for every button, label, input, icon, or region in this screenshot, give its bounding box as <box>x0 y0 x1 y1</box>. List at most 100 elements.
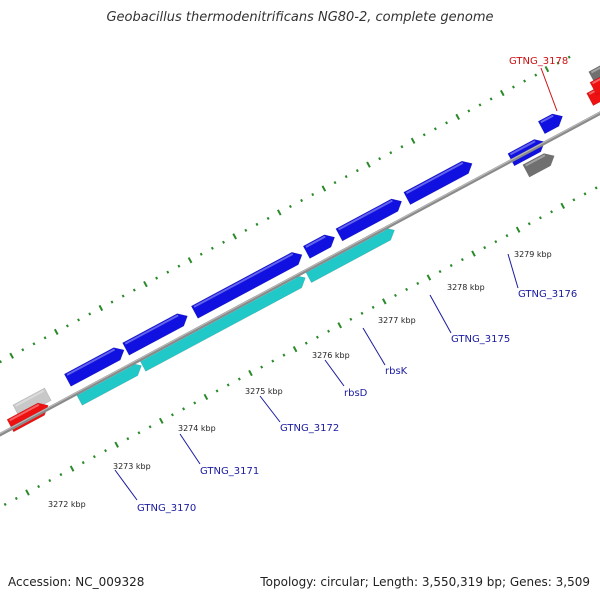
gene-blue[interactable] <box>302 234 336 259</box>
gene-labels: GTNG_3170 GTNG_3171 GTNG_3172 rbsD rbsK GTNG_… <box>114 56 577 514</box>
gene-label[interactable]: GTNG_3171 <box>200 466 259 477</box>
gene-blue-small[interactable] <box>537 113 564 135</box>
gene-leader-line <box>324 359 345 387</box>
inner-minor-tick <box>538 216 542 220</box>
gene-blue[interactable] <box>122 313 188 356</box>
gene-gray-shine <box>525 154 546 167</box>
outer-minor-tick <box>43 336 47 340</box>
tick-label: 3273 kbp <box>113 462 151 471</box>
outer-minor-tick <box>65 324 69 328</box>
inner-minor-tick <box>126 437 130 441</box>
gene-blue[interactable] <box>335 198 403 242</box>
inner-minor-tick <box>371 305 375 309</box>
tick-label: 3278 kbp <box>447 283 485 292</box>
outer-minor-tick <box>266 216 270 220</box>
inner-minor-tick <box>527 222 531 226</box>
tick-label: 3279 kbp <box>514 250 552 259</box>
outer-minor-tick <box>222 240 225 244</box>
outer-minor-tick <box>311 192 315 197</box>
outer-minor-tick <box>244 228 248 232</box>
gene-blue[interactable] <box>190 251 303 319</box>
gene-label[interactable]: rbsD <box>344 388 368 399</box>
outer-major-tick <box>455 113 460 120</box>
outer-minor-tick <box>199 252 203 256</box>
inner-major-tick <box>382 298 387 305</box>
inner-major-tick <box>560 202 566 209</box>
genome-summary-text: Topology: circular; Length: 3,550,319 bp… <box>260 575 590 589</box>
tick-label: 3275 kbp <box>245 387 283 396</box>
inner-major-tick <box>471 250 476 257</box>
inner-minor-tick <box>550 210 554 214</box>
gene-red-top-shine <box>592 78 600 85</box>
outer-major-tick <box>187 257 193 264</box>
outer-minor-tick <box>32 342 36 346</box>
outer-minor-tick <box>77 318 81 322</box>
gene-gray[interactable] <box>522 153 555 178</box>
inner-major-tick <box>158 417 164 424</box>
outer-minor-tick <box>523 79 527 83</box>
outer-minor-tick <box>467 109 471 113</box>
inner-minor-tick <box>304 341 308 345</box>
gene-label[interactable]: GTNG_3178 <box>509 56 568 67</box>
outer-major-tick <box>9 352 14 359</box>
outer-major-tick <box>276 209 282 216</box>
inner-minor-tick <box>271 359 275 363</box>
inner-minor-tick <box>170 413 174 417</box>
gene-label[interactable]: GTNG_3172 <box>280 423 339 434</box>
inner-minor-tick <box>494 240 498 244</box>
gene-features <box>6 65 600 433</box>
outer-minor-tick <box>445 121 449 125</box>
gene-label[interactable]: GTNG_3176 <box>518 289 577 300</box>
backbone-highlight <box>0 111 600 435</box>
outer-minor-tick <box>88 312 92 316</box>
gene-blue-shine <box>66 348 116 376</box>
outer-minor-tick <box>121 294 125 298</box>
inner-major-tick <box>203 393 209 401</box>
gene-leader-line <box>540 67 558 112</box>
gene-leader-line <box>507 253 519 289</box>
inner-minor-tick <box>81 461 85 465</box>
page-title: Geobacillus thermodenitrificans NG80-2, … <box>106 10 494 25</box>
outer-minor-tick <box>210 246 214 250</box>
outer-minor-tick <box>166 270 170 274</box>
gene-leader-line <box>429 294 452 334</box>
outer-minor-tick <box>288 204 292 209</box>
inner-minor-tick <box>572 198 576 202</box>
inner-minor-tick <box>260 365 264 369</box>
outer-minor-tick <box>567 55 571 59</box>
outer-major-tick <box>499 89 505 97</box>
gene-label[interactable]: rbsK <box>385 366 408 377</box>
outer-major-tick <box>321 185 327 192</box>
outer-major-tick <box>232 233 237 240</box>
inner-minor-tick <box>137 431 141 435</box>
gene-red-top[interactable] <box>589 67 600 96</box>
gene-blue-shine <box>305 235 326 248</box>
inner-minor-tick <box>182 407 186 411</box>
inner-minor-tick <box>449 263 453 268</box>
inner-major-tick <box>337 322 343 329</box>
gene-label[interactable]: GTNG_3175 <box>451 334 510 345</box>
gene-leader-line <box>179 433 201 465</box>
outer-major-tick <box>410 137 416 144</box>
outer-minor-tick <box>177 264 181 268</box>
inner-major-tick <box>248 369 253 377</box>
inner-minor-tick <box>405 287 409 292</box>
inner-minor-tick <box>315 335 319 339</box>
tick-label: 3272 kbp <box>48 500 86 509</box>
inner-minor-tick <box>416 281 420 286</box>
inner-minor-tick <box>3 502 7 507</box>
inner-major-tick <box>426 274 432 281</box>
gene-blue-small-shine <box>509 140 536 156</box>
gene-label[interactable]: GTNG_3170 <box>137 503 196 514</box>
inner-minor-tick <box>360 311 364 315</box>
inner-minor-tick <box>282 353 286 357</box>
outer-minor-tick <box>534 73 538 77</box>
gene-blue[interactable] <box>403 160 473 206</box>
inner-minor-tick <box>48 478 52 483</box>
outer-minor-tick <box>344 175 348 179</box>
gene-red-right-shine <box>588 87 600 95</box>
gene-blue-shine <box>124 314 179 345</box>
gene-blue[interactable] <box>63 347 125 387</box>
inner-minor-tick <box>583 192 587 196</box>
